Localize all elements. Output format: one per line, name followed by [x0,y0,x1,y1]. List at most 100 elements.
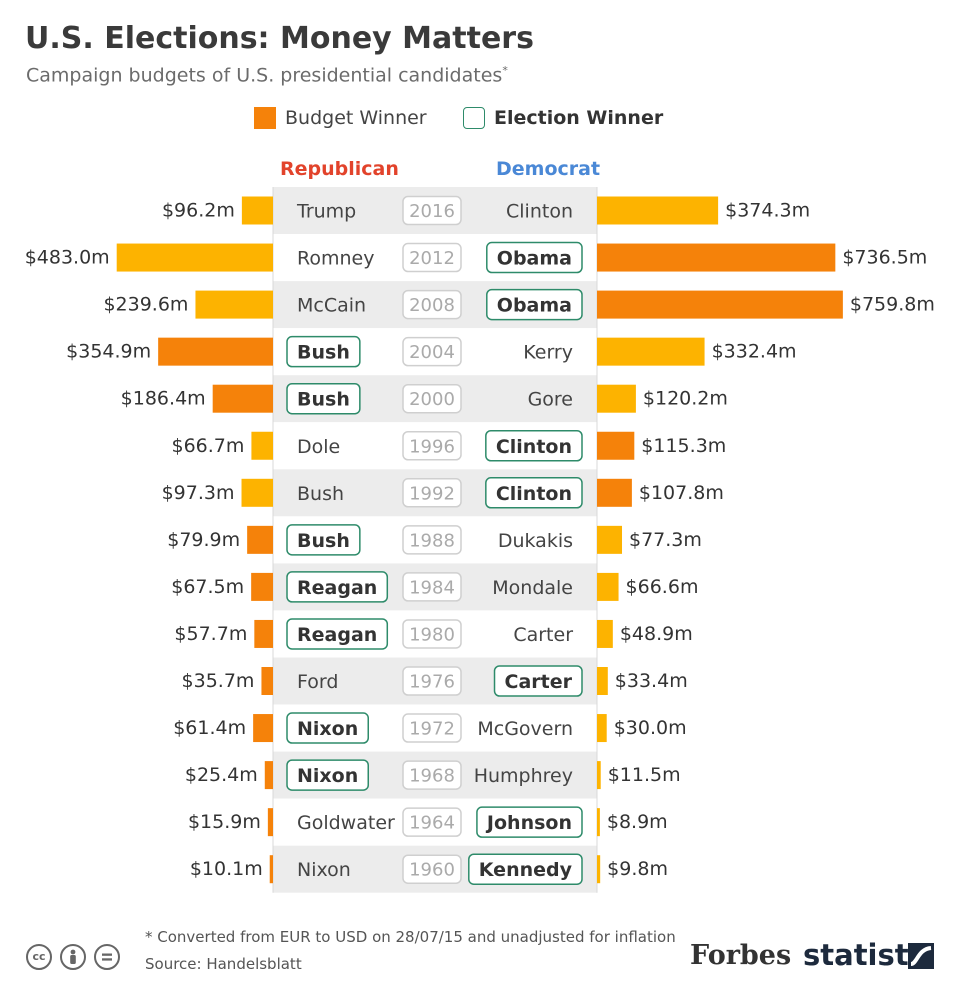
election-winner-badge [286,759,369,791]
republican-value-label: $35.7m [182,670,255,692]
republican-bar [269,855,273,884]
year-badge [402,854,462,884]
democrat-bar [597,761,601,790]
republican-value-label: $25.4m [185,764,258,786]
republican-value-label: $57.7m [174,623,247,645]
democrat-bar [597,196,719,225]
republican-bar [212,384,273,413]
year-badge [402,619,462,649]
democrat-value-label: $66.6m [626,576,699,598]
year-badge [402,383,462,414]
statista-logo[interactable]: statista [803,938,929,972]
legend-budget-winner: Budget Winner [254,105,427,131]
democrat-value-label: $11.5m [608,764,681,786]
republican-value-label: $15.9m [188,811,261,833]
democrat-value-label: $374.3m [725,200,810,222]
republican-bar [158,337,273,366]
election-winner-badge [493,665,583,697]
democrat-value-label: $115.3m [641,435,726,457]
republican-value-label: $61.4m [173,717,246,739]
democrat-value-label: $120.2m [643,388,728,410]
republican-bar [247,525,273,554]
democrat-bar [597,667,608,695]
democrat-bar [597,384,636,413]
republican-value-label: $67.5m [171,576,244,598]
year-label: 2000 [409,389,455,410]
democrat-candidate: Clinton [496,483,572,505]
republican-value-label: $354.9m [66,341,151,363]
footnote: * Converted from EUR to USD on 28/07/15 … [145,928,676,946]
year-badge [402,760,462,790]
democrat-value-label: $48.9m [620,623,693,645]
chart-title: U.S. Elections: Money Matters [25,21,534,56]
democrat-candidate: Kerry [523,342,573,364]
republican-bar [116,243,273,272]
democrat-bar [597,808,600,837]
democrat-candidate: Humphrey [474,765,573,787]
democrat-column-header: Democrat [496,158,601,180]
republican-candidate: Dole [297,436,340,458]
republican-value-label: $10.1m [190,858,263,880]
year-label: 1972 [409,719,455,740]
year-badge [402,525,462,555]
democrat-bar [597,431,635,460]
election-winner-badge [286,618,389,650]
election-winner-badge [486,241,583,274]
republican-column-header: Republican [280,158,399,180]
year-label: 1984 [409,577,455,598]
year-label: 1992 [409,483,455,504]
democrat-candidate: Clinton [506,201,573,223]
year-label: 2008 [409,295,455,316]
budget-chart: $96.2m $374.3m 2016 Trump Clinton $483.0m $736… [25,187,935,893]
budget-winner-swatch [254,107,276,129]
election-winner-badge [485,477,583,509]
equals-icon [102,953,112,961]
republican-bar [267,808,273,837]
democrat-bar [597,572,619,601]
republican-candidate: Bush [297,342,350,364]
republican-candidate: Trump [296,201,356,223]
republican-candidate: Reagan [297,624,377,646]
legend-budget-winner-label: Budget Winner [285,107,427,129]
year-label: 2004 [409,342,455,363]
republican-candidate: Romney [297,248,374,270]
year-label: 1996 [409,436,455,457]
democrat-bar [597,243,836,272]
year-badge [402,713,462,743]
democrat-value-label: $77.3m [629,529,702,551]
democrat-bar [597,478,632,507]
by-icon[interactable] [60,944,86,970]
chart-subtitle: Campaign budgets of U.S. presidential ca… [26,64,508,86]
democrat-value-label: $30.0m [614,717,687,739]
cc-icon[interactable]: cc [26,944,52,970]
person-icon [70,949,76,964]
year-label: 1964 [409,813,455,834]
election-winner-swatch [463,107,485,129]
democrat-candidate: Obama [497,295,572,317]
democrat-candidate: Carter [513,624,573,646]
election-winner-badge [476,806,583,838]
forbes-logo[interactable]: Forbes [690,940,792,971]
republican-candidate: Reagan [297,577,377,599]
republican-bar [264,761,273,790]
republican-value-label: $186.4m [121,388,206,410]
republican-candidate: Nixon [297,859,351,881]
year-label: 1968 [409,766,455,787]
democrat-bar [597,619,613,648]
democrat-candidate: Kennedy [479,859,573,881]
republican-candidate: Bush [297,483,344,505]
republican-bar [195,290,273,319]
republican-value-label: $239.6m [103,294,188,316]
year-badge [402,478,462,508]
election-winner-badge [286,571,389,603]
republican-bar [241,196,273,225]
democrat-bar [597,714,607,743]
republican-candidate: McCain [297,295,366,317]
democrat-value-label: $736.5m [842,247,927,269]
election-winner-badge [486,288,583,321]
nd-icon[interactable] [94,944,120,970]
democrat-candidate: Obama [497,248,572,270]
source-note: Source: Handelsblatt [145,955,302,973]
year-badge [402,431,462,461]
year-label: 1976 [409,672,455,693]
